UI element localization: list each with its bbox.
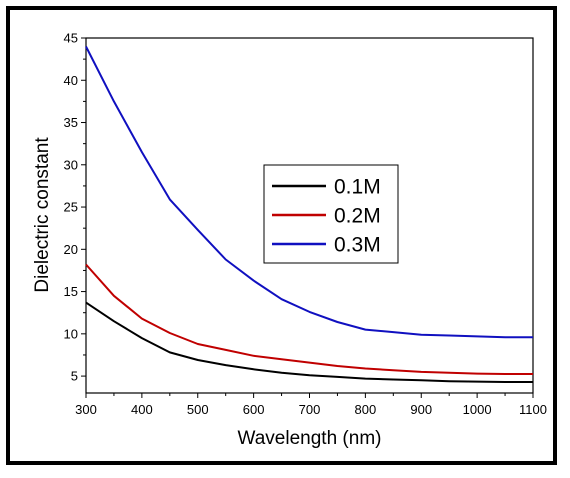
y-axis-title: Dielectric constant	[32, 137, 53, 293]
x-tick-label: 400	[131, 402, 153, 417]
y-tick-label: 25	[64, 200, 78, 215]
legend-label: 0.1M	[334, 176, 381, 199]
legend: 0.1M 0.2M 0.3M	[263, 164, 399, 264]
series-line-0-1m	[85, 301, 533, 383]
y-tick-label: 15	[64, 284, 78, 299]
y-tick-label: 5	[71, 369, 78, 384]
x-tick-label: 1000	[463, 402, 492, 417]
series-lines	[85, 46, 533, 383]
x-axis-ticks: 300 400 500 600 700 800 900 1000 1100	[75, 393, 547, 417]
x-tick-label: 1100	[519, 402, 547, 417]
x-axis-title: Wavelength (nm)	[238, 428, 382, 449]
legend-label: 0.3M	[334, 234, 381, 257]
y-tick-label: 40	[64, 73, 78, 88]
legend-label: 0.2M	[334, 205, 381, 228]
x-tick-label: 600	[243, 402, 265, 417]
x-tick-label: 900	[410, 402, 432, 417]
x-tick-label: 700	[299, 402, 321, 417]
y-tick-label: 45	[64, 31, 78, 46]
x-tick-label: 800	[355, 402, 377, 417]
series-line-0-3m	[85, 46, 533, 339]
y-tick-label: 30	[64, 157, 78, 172]
y-tick-label: 35	[64, 115, 78, 130]
series-line-0-2m	[85, 263, 533, 375]
y-tick-label: 10	[64, 326, 78, 341]
x-tick-label: 300	[75, 402, 97, 417]
y-tick-label: 20	[64, 242, 78, 257]
y-axis-ticks: 5 10 15 20 25 30 35 40 45	[64, 31, 86, 384]
x-tick-label: 500	[187, 402, 209, 417]
